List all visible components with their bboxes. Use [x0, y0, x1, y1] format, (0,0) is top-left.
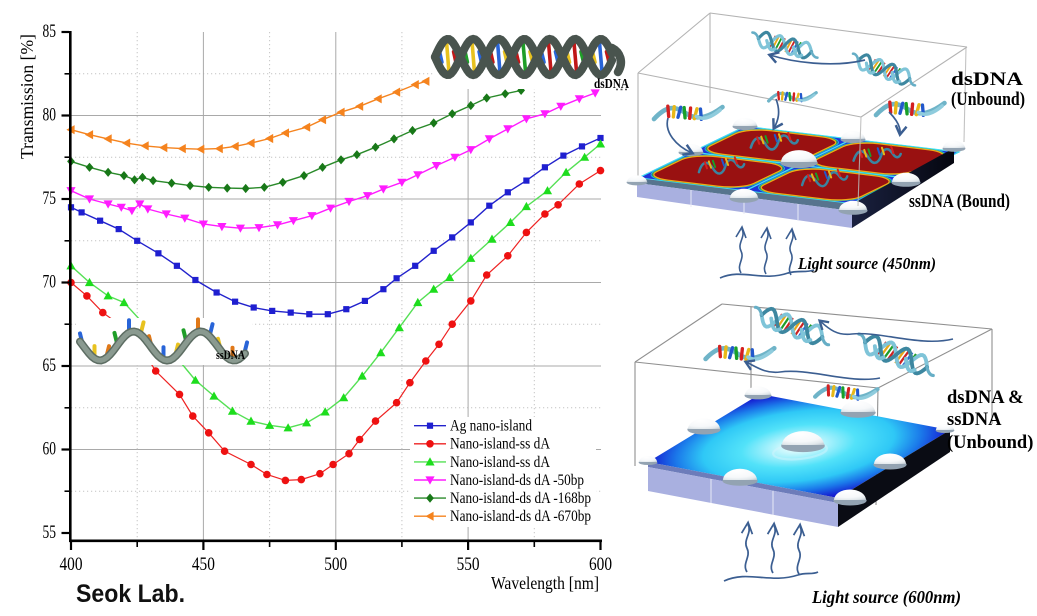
svg-text:550: 550 — [457, 555, 480, 575]
svg-text:80: 80 — [43, 105, 57, 125]
svg-text:500: 500 — [324, 555, 347, 575]
svg-text:dsDNA: dsDNA — [951, 69, 1023, 90]
svg-text:Light source (450nm): Light source (450nm) — [797, 254, 936, 273]
svg-text:65: 65 — [43, 356, 57, 376]
svg-text:Transmission [%]: Transmission [%] — [17, 34, 37, 159]
svg-text:Wavelength [nm]: Wavelength [nm] — [491, 573, 599, 593]
svg-text:dsDNA &: dsDNA & — [947, 388, 1024, 408]
svg-text:(Unbound): (Unbound) — [951, 89, 1025, 110]
svg-text:dsDNA: dsDNA — [594, 77, 630, 92]
svg-text:Seok Lab.: Seok Lab. — [76, 580, 185, 608]
svg-text:450: 450 — [192, 555, 215, 575]
svg-text:ssDNA (Bound): ssDNA (Bound) — [909, 191, 1010, 212]
svg-text:(Unbound): (Unbound) — [947, 433, 1033, 453]
svg-text:Nano-island-ss dA: Nano-island-ss dA — [450, 454, 551, 471]
svg-text:Nano-island-ds dA -50bp: Nano-island-ds dA -50bp — [450, 472, 584, 489]
svg-text:75: 75 — [43, 189, 57, 209]
svg-text:60: 60 — [43, 439, 57, 459]
svg-text:600: 600 — [589, 555, 612, 575]
svg-text:Nano-island-ds dA -670bp: Nano-island-ds dA -670bp — [450, 508, 591, 525]
svg-text:ssDNA: ssDNA — [216, 348, 245, 362]
svg-text:400: 400 — [60, 555, 83, 575]
svg-text:Nano-island-ds dA -168bp: Nano-island-ds dA -168bp — [450, 490, 591, 507]
svg-text:ssDNA: ssDNA — [947, 410, 1002, 430]
svg-text:55: 55 — [43, 523, 57, 543]
svg-text:Light source (600nm): Light source (600nm) — [811, 587, 961, 607]
svg-text:70: 70 — [43, 272, 57, 292]
svg-text:85: 85 — [43, 22, 57, 42]
svg-text:Nano-island-ss dA: Nano-island-ss dA — [450, 436, 551, 453]
svg-text:Ag nano-island: Ag nano-island — [450, 418, 532, 435]
